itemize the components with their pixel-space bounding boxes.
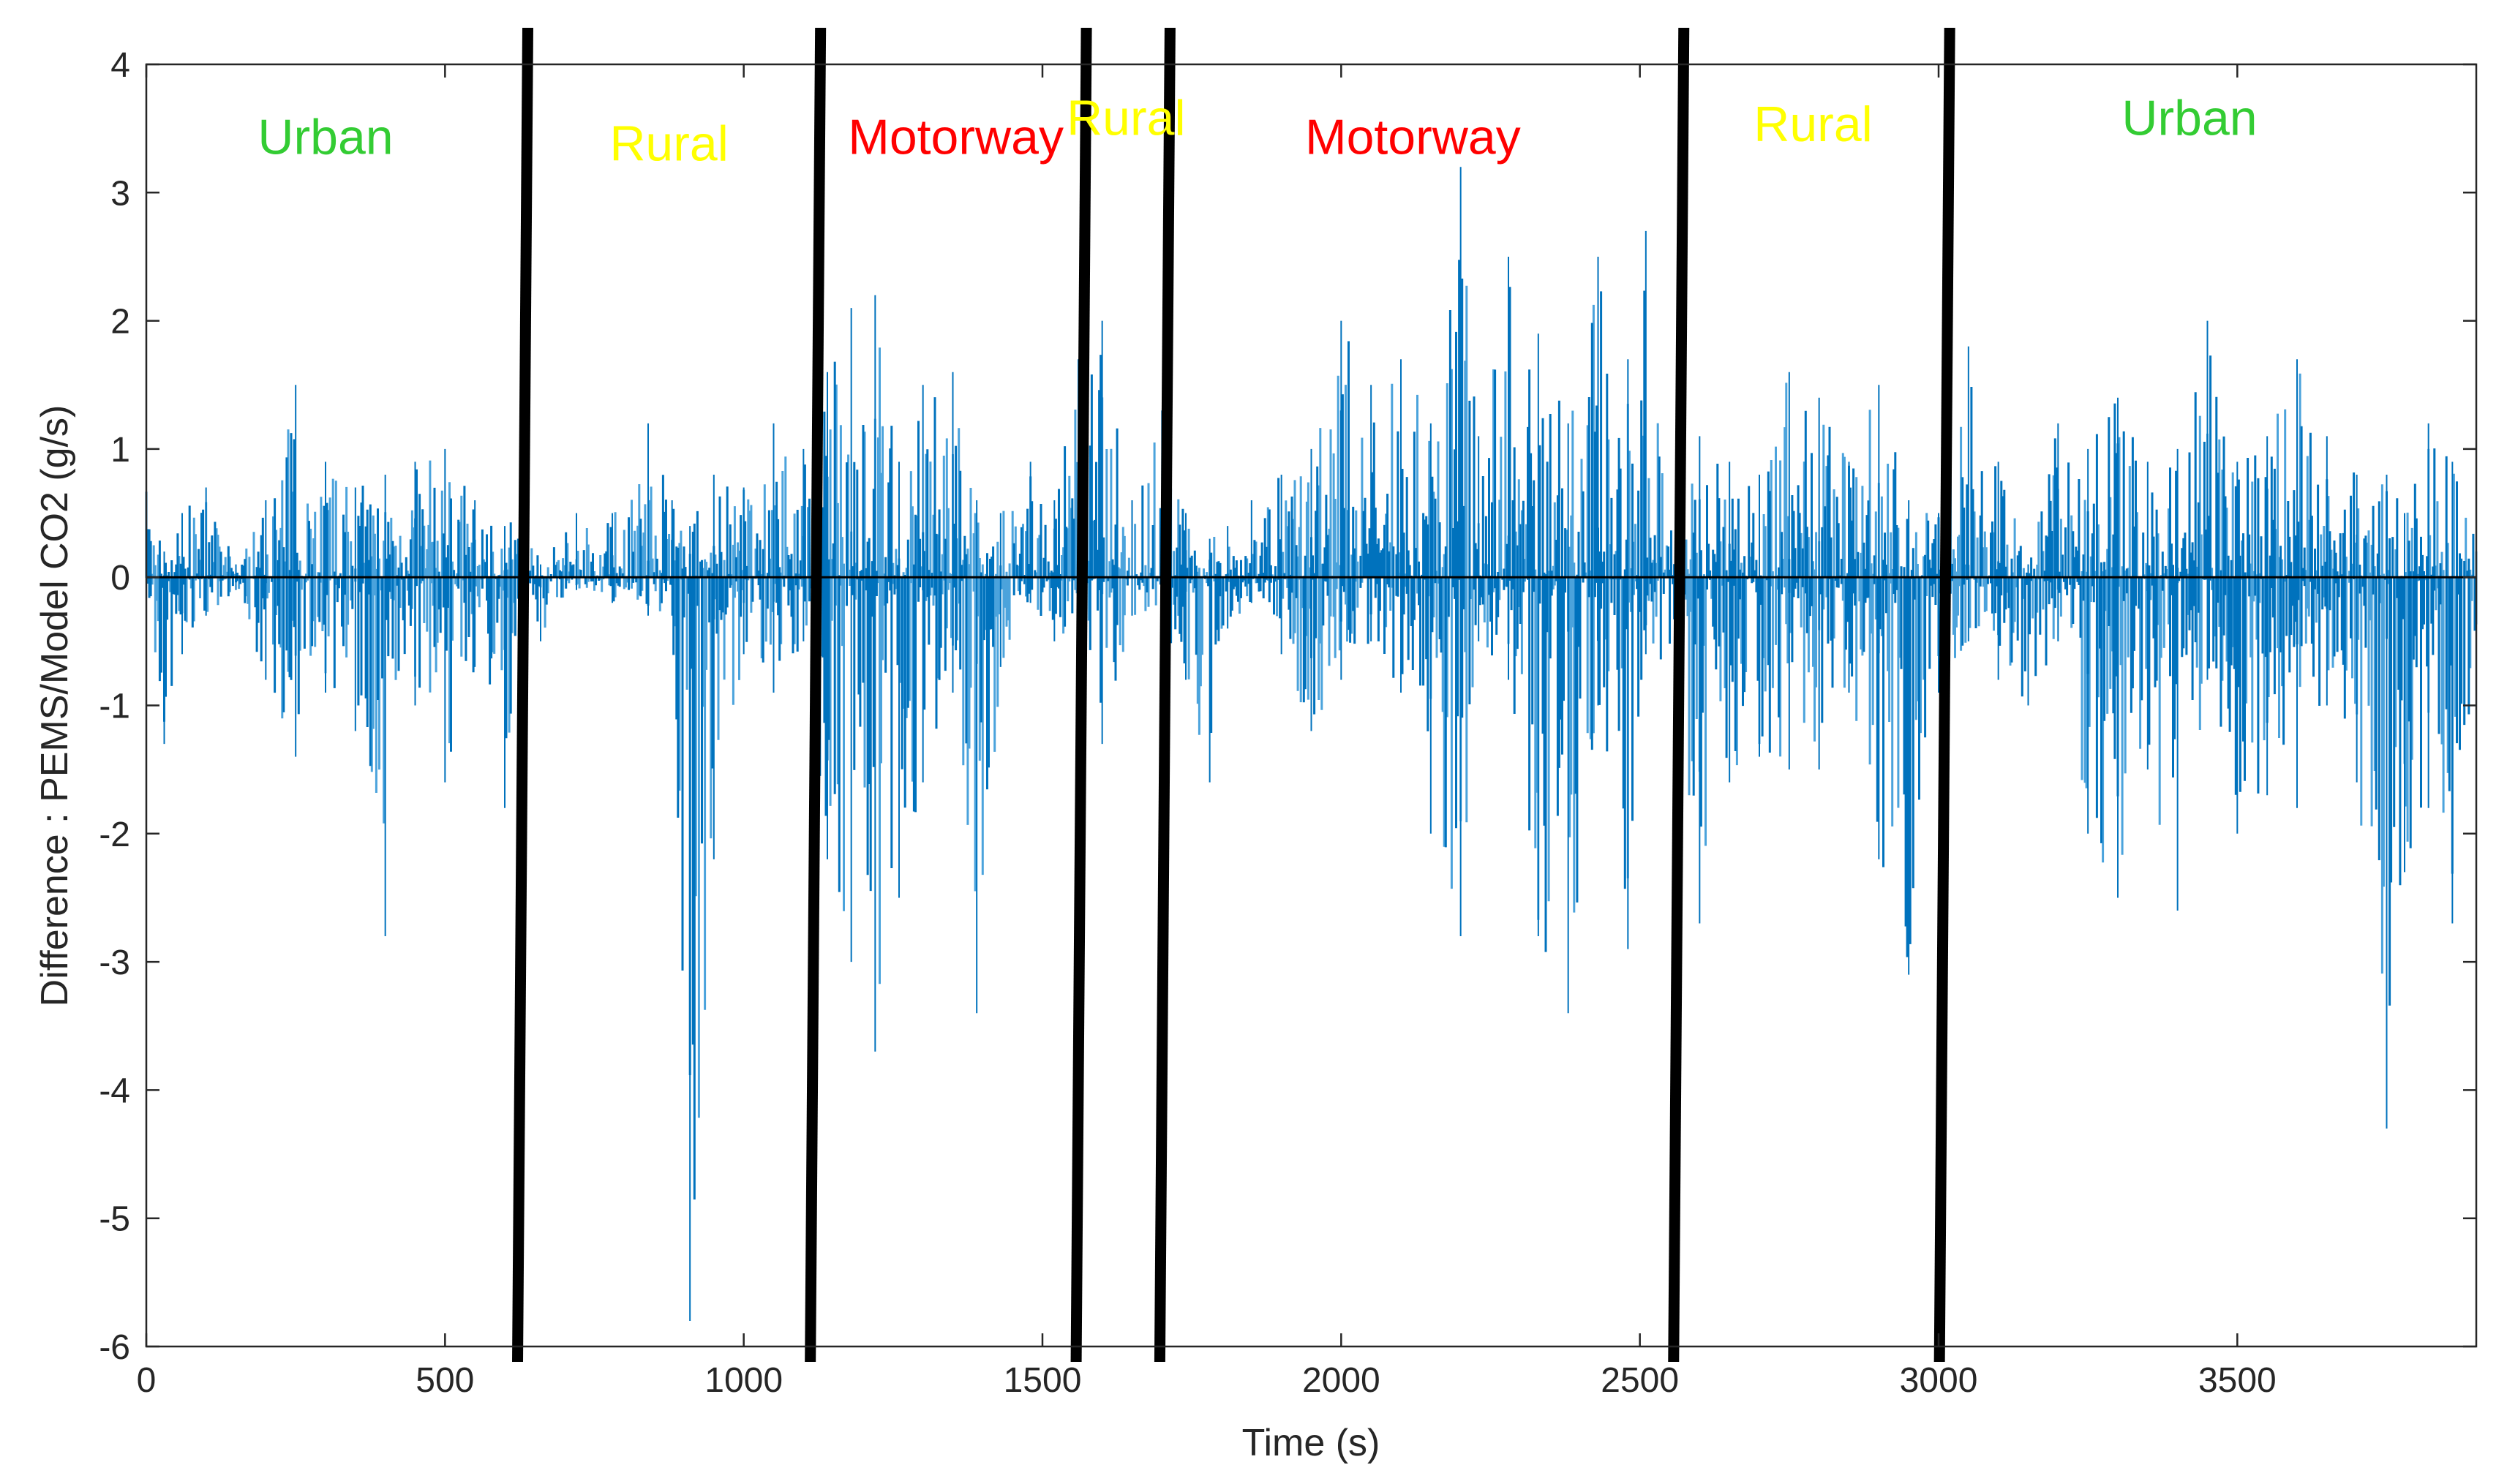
region-label: Urban <box>2121 90 2257 146</box>
region-label: Rural <box>1067 90 1186 146</box>
y-tick-label: -5 <box>99 1200 130 1239</box>
region-label: Rural <box>609 116 729 171</box>
region-boundary <box>805 27 827 1363</box>
y-tick-label: 3 <box>110 174 130 213</box>
x-tick-label: 3500 <box>2198 1361 2277 1400</box>
y-tick-label: 2 <box>110 303 130 342</box>
y-axis-title: Difference : PEMS/Model CO2 (g/s) <box>34 405 76 1007</box>
region-boundary <box>512 27 533 1363</box>
x-axis: 0 500 1000 1500 2000 2500 3000 3500 <box>137 64 2277 1400</box>
x-axis-title: Time (s) <box>1242 1422 1380 1464</box>
y-tick-label: 1 <box>110 431 130 470</box>
y-tick-label: -3 <box>99 943 130 982</box>
x-tick-label: 3000 <box>1900 1361 1978 1400</box>
y-tick-label: -4 <box>99 1071 130 1110</box>
y-tick-label: -1 <box>99 688 130 726</box>
y-tick-label: -6 <box>99 1328 130 1367</box>
x-tick-label: 1000 <box>704 1361 783 1400</box>
region-label: Motorway <box>848 110 1064 165</box>
region-boundary <box>1154 27 1176 1363</box>
y-axis: 4 3 2 1 0 -1 -2 -3 -4 -5 -6 <box>99 46 2476 1367</box>
x-tick-label: 2500 <box>1601 1361 1679 1400</box>
x-tick-label: 2000 <box>1302 1361 1380 1400</box>
region-boundary <box>1668 27 1690 1363</box>
y-tick-label: 4 <box>110 46 130 85</box>
y-tick-label: 0 <box>110 559 130 598</box>
x-tick-label: 1500 <box>1004 1361 1082 1400</box>
region-label: Rural <box>1754 97 1873 152</box>
x-tick-label: 0 <box>137 1361 157 1400</box>
boundary-layer <box>512 27 1955 1363</box>
region-boundary <box>1070 27 1092 1363</box>
region-boundary <box>1933 27 1955 1363</box>
y-tick-label: -2 <box>99 816 130 854</box>
region-labels: Urban Rural Motorway Rural Motorway Rural Urba… <box>258 90 2257 171</box>
region-label: Motorway <box>1305 110 1521 165</box>
x-tick-label: 500 <box>416 1361 474 1400</box>
region-label: Urban <box>258 110 393 165</box>
